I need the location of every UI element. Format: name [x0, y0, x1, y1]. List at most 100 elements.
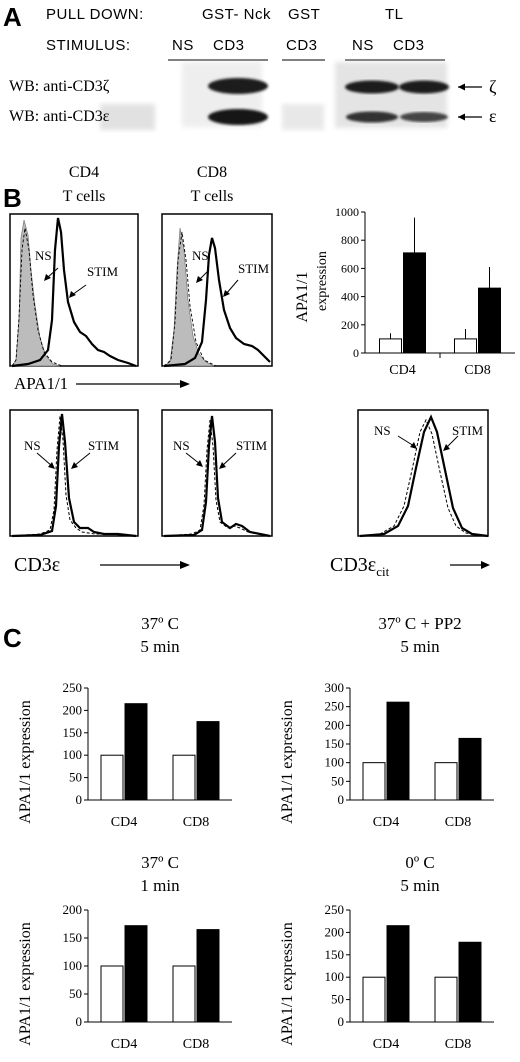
x-tick-label: CD4: [373, 815, 399, 830]
bar-chart-c4: 0 50 100 150 200 250 CD4 CD8: [325, 902, 494, 1052]
bar: [124, 703, 148, 801]
arrow-left-icon: [458, 113, 465, 121]
arrow-icon: [196, 460, 203, 467]
x-label-cd3e: CD3ε: [14, 554, 61, 576]
y-tick-label: 200: [325, 924, 345, 939]
bar: [386, 925, 410, 1023]
y-tick-label: 0: [76, 1014, 83, 1029]
stimulus-ns-2: NS: [352, 37, 374, 54]
arrow-icon: [410, 442, 417, 449]
histogram-cd3e-cd8: [161, 409, 273, 538]
stimulus-label: STIMULUS:: [46, 37, 131, 54]
arrow-icon: [69, 291, 76, 298]
histogram-cd3e-cd4: [9, 409, 139, 538]
blot-band-epsilon-tl-ns: [346, 111, 398, 123]
y-tick-label: 0: [76, 792, 83, 807]
pull-down-label: PULL DOWN:: [46, 6, 144, 23]
bar: [478, 287, 501, 354]
histogram-cd3ecit: [357, 409, 489, 538]
y-tick-label: 50: [69, 986, 82, 1001]
y-tick-label: 200: [341, 318, 359, 332]
panel-c3-ylabel: APA1/1 expression: [17, 922, 34, 1046]
y-tick-label: 150: [63, 725, 83, 740]
bar-b-ylabel-line1: APA1/1: [294, 271, 311, 323]
x-tick-label: CD4: [373, 1037, 399, 1052]
bar: [434, 976, 458, 1023]
bar: [124, 925, 148, 1023]
y-tick-label: 150: [325, 947, 345, 962]
hist-label-stim-1: STIM: [87, 264, 119, 279]
hist-title-cd4-line1: CD4: [68, 164, 100, 181]
bar: [379, 338, 402, 354]
blot-band-epsilon-gst-nck-cd3: [208, 109, 268, 125]
x-label-apa: APA1/1: [14, 374, 69, 393]
x-tick-label: CD4: [389, 363, 415, 378]
arrow-label-epsilon: ε: [489, 106, 497, 126]
bar: [100, 965, 124, 1023]
arrow-label-zeta: ζ: [489, 77, 497, 97]
panel-c-letter: C: [3, 623, 22, 653]
y-tick-label: 100: [63, 747, 83, 762]
hist-label-stim-4: STIM: [236, 438, 268, 453]
pull-down-group-gst-nck: GST- Nck: [202, 6, 272, 23]
y-tick-label: 250: [63, 680, 83, 695]
panel-c2-ylabel: APA1/1 expression: [279, 700, 296, 824]
arrow-icon: [196, 276, 203, 283]
y-tick-label: 50: [69, 770, 82, 785]
y-tick-label: 200: [63, 902, 83, 917]
y-tick-label: 250: [325, 699, 345, 714]
y-tick-label: 50: [331, 773, 344, 788]
pull-down-group-tl: TL: [385, 6, 404, 23]
hist-label-stim-5: STIM: [452, 423, 484, 438]
panel-c4-title-line1: 0º C: [405, 853, 435, 872]
hist-title-cd8-line2: T cells: [190, 188, 234, 205]
panel-c1-title-line2: 5 min: [140, 637, 180, 656]
hist-label-ns-2: NS: [192, 248, 209, 263]
bar-chart-c2: 0 50 100 150 200 250 300 CD4 CD8: [325, 680, 494, 830]
arrow-right-icon: [180, 561, 190, 569]
hist-label-ns-1: NS: [35, 248, 52, 263]
y-tick-label: 600: [341, 261, 359, 275]
bar-chart-b: 0 200 400 600 800 1000 CD4 CD8: [335, 205, 515, 378]
y-tick-label: 0: [338, 1014, 345, 1029]
y-tick-label: 250: [325, 902, 345, 917]
bar: [172, 965, 196, 1023]
bar: [458, 941, 482, 1023]
bar: [362, 762, 386, 801]
bar: [403, 252, 426, 354]
panel-c4-title-line2: 5 min: [400, 876, 440, 895]
y-tick-label: 100: [325, 969, 345, 984]
x-tick-label: CD8: [445, 815, 471, 830]
y-tick-label: 150: [63, 930, 83, 945]
panel-b-letter: B: [3, 183, 22, 213]
hist-label-stim-3: STIM: [88, 438, 120, 453]
panel-c1-title-line1: 37º C: [141, 614, 179, 633]
histogram-apa-cd4: [9, 213, 139, 368]
blot-row-anti-cd3-epsilon: WB: anti-CD3ε: [9, 108, 110, 125]
hist-title-cd4-line2: T cells: [62, 188, 106, 205]
arrow-icon: [71, 462, 78, 469]
y-tick-label: 150: [325, 736, 345, 751]
bar-chart-c1: 0 50 100 150 200 250 CD4 CD8: [63, 680, 232, 830]
y-tick-label: 50: [331, 992, 344, 1007]
y-tick-label: 800: [341, 233, 359, 247]
bar-b-ylabel-line2: expression: [315, 251, 330, 311]
arrow-icon: [219, 462, 226, 469]
hist-label-ns-4: NS: [173, 438, 190, 453]
x-tick-label: CD4: [111, 815, 137, 830]
hist-label-stim-2: STIM: [238, 261, 270, 276]
bar-chart-c3: 0 50 100 150 200 CD4 CD8: [63, 902, 232, 1052]
hist-title-cd8-line1: CD8: [196, 164, 228, 181]
panel-c1-ylabel: APA1/1 expression: [17, 700, 34, 824]
bar: [386, 701, 410, 801]
stimulus-cd3-1: CD3: [213, 37, 245, 54]
arrow-icon: [44, 274, 51, 281]
y-tick-label: 400: [341, 290, 359, 304]
y-tick-label: 100: [63, 958, 83, 973]
blot-band-zeta-gst-nck-cd3: [208, 78, 268, 94]
x-tick-label: CD8: [183, 815, 209, 830]
y-tick-label: 1000: [335, 205, 359, 219]
bar: [434, 762, 458, 801]
blot-graphics: [100, 59, 482, 130]
bar: [362, 976, 386, 1023]
